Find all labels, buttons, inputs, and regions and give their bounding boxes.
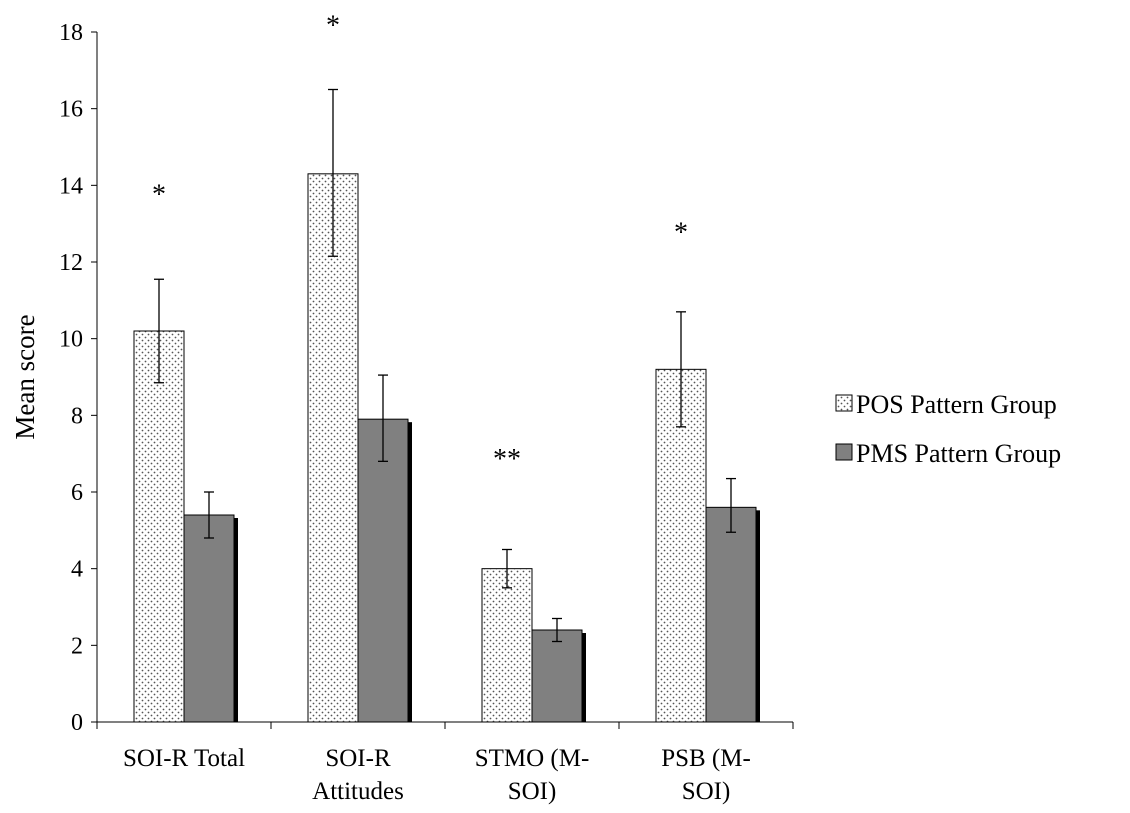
- bar-pos-3: [655, 368, 707, 723]
- x-tick-label: SOI): [508, 778, 557, 805]
- bar-pms-0: [183, 514, 235, 723]
- bar-pms-2: [531, 629, 583, 723]
- significance-marker: **: [493, 444, 521, 475]
- axes: 0 2 4 6 8 10 12 14 16 18 SOI-R Total SOI-R Attitudes…: [10, 20, 794, 805]
- bars: [133, 173, 760, 723]
- significance-marker: *: [152, 179, 166, 210]
- error-bars: [154, 88, 736, 643]
- y-tick-label: 16: [59, 97, 83, 123]
- y-tick-label: 2: [71, 633, 83, 659]
- y-axis-label: Mean score: [10, 314, 40, 439]
- bar-pos-0: [133, 330, 185, 723]
- legend-swatch-pms: [835, 443, 853, 461]
- legend-label: PMS Pattern Group: [856, 439, 1061, 468]
- legend-label: POS Pattern Group: [856, 390, 1057, 419]
- significance-marker: *: [326, 11, 340, 42]
- x-tick-label: PSB (M-: [661, 745, 751, 772]
- significance-marker: *: [674, 218, 688, 249]
- significance-annotations: *****: [152, 11, 688, 475]
- y-tick-label: 6: [71, 480, 83, 506]
- y-tick-label: 14: [59, 173, 83, 199]
- y-tick-label: 12: [59, 250, 83, 276]
- y-tick-label: 0: [71, 710, 83, 736]
- x-tick-label: SOI-R: [325, 745, 391, 772]
- legend: POS Pattern Group PMS Pattern Group: [835, 390, 1061, 468]
- x-tick-label: STMO (M-: [475, 745, 590, 772]
- x-tick-label: Attitudes: [312, 778, 404, 805]
- y-tick-label: 8: [71, 403, 83, 429]
- y-tick-label: 18: [59, 20, 83, 46]
- y-tick-label: 10: [59, 327, 83, 353]
- bar-pms-3: [705, 506, 757, 723]
- legend-swatch-pos: [835, 394, 853, 412]
- bar-pms-1: [357, 418, 409, 723]
- x-tick-label: SOI): [682, 778, 731, 805]
- x-tick-label: SOI-R Total: [123, 745, 245, 772]
- bar-pos-2: [481, 568, 533, 723]
- y-tick-label: 4: [71, 557, 83, 583]
